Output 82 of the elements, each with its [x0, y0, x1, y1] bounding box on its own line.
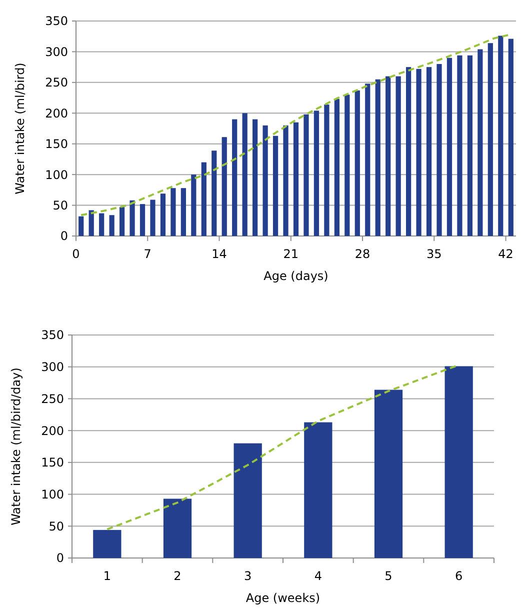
bar — [446, 58, 452, 236]
x-tick-label: 35 — [426, 247, 442, 261]
y-axis-title: Water intake (ml/bird) — [13, 62, 27, 194]
bar — [406, 67, 412, 236]
y-axis-title: Water intake (ml/bird/day) — [9, 368, 23, 526]
bar — [304, 422, 332, 558]
bar — [416, 68, 422, 236]
x-tick-label: 6 — [455, 569, 463, 583]
bar — [180, 188, 186, 236]
bar — [457, 55, 462, 236]
bar — [163, 498, 192, 558]
x-tick-label: 5 — [384, 569, 392, 583]
bar — [344, 94, 350, 236]
bar — [314, 110, 320, 236]
bar — [130, 200, 135, 236]
bar — [242, 113, 248, 236]
bar — [140, 204, 146, 236]
y-tick-label: 200 — [41, 424, 64, 438]
bar — [262, 125, 268, 236]
bar — [222, 137, 227, 236]
y-tick-label: 100 — [41, 487, 64, 502]
y-tick-label: 0 — [56, 551, 64, 566]
x-tick-label: 42 — [498, 247, 514, 261]
x-tick-label: 4 — [314, 569, 322, 583]
bar — [191, 174, 196, 236]
x-tick-label: 2 — [174, 569, 182, 583]
bar — [283, 125, 288, 236]
y-tick-label: 350 — [45, 14, 68, 28]
bar — [324, 104, 330, 236]
x-tick-label: 21 — [283, 247, 299, 261]
bar — [150, 200, 156, 236]
y-tick-label: 200 — [45, 106, 68, 120]
bar — [252, 119, 258, 236]
bar — [109, 215, 114, 236]
bar — [386, 76, 391, 236]
y-tick-label: 0 — [60, 229, 68, 244]
bar — [444, 366, 473, 558]
bar — [334, 99, 340, 236]
x-tick-label: 28 — [354, 247, 370, 261]
bar — [234, 443, 262, 558]
y-tick-label: 300 — [45, 44, 68, 59]
x-tick-label: 3 — [244, 569, 252, 583]
bar — [436, 64, 442, 236]
x-tick-label: 14 — [212, 247, 227, 261]
y-tick-label: 350 — [41, 328, 64, 342]
bar — [88, 210, 94, 236]
bar — [232, 119, 238, 236]
bar — [272, 136, 278, 236]
bar — [426, 67, 432, 236]
x-tick-label: 0 — [72, 247, 80, 261]
bar — [201, 162, 206, 236]
bar — [119, 207, 125, 236]
bar — [99, 213, 104, 236]
bar — [78, 216, 84, 236]
y-tick-label: 150 — [45, 137, 68, 152]
bar — [488, 43, 493, 236]
bar — [365, 84, 370, 236]
bar — [160, 194, 166, 236]
bar — [478, 49, 483, 236]
y-tick-label: 250 — [41, 392, 64, 406]
y-tick-label: 300 — [41, 360, 64, 374]
y-tick-label: 150 — [41, 456, 64, 470]
bar — [93, 530, 122, 558]
bar — [508, 38, 514, 236]
x-tick-label: 1 — [103, 569, 111, 583]
bar — [304, 114, 309, 236]
bar — [467, 55, 473, 236]
y-tick-label: 50 — [48, 519, 64, 534]
y-tick-label: 50 — [52, 198, 68, 212]
x-axis-title: Age (days) — [264, 269, 328, 283]
bar — [374, 390, 403, 558]
y-tick-label: 100 — [45, 168, 68, 182]
bar — [354, 90, 360, 236]
bar — [293, 122, 299, 236]
bar — [212, 150, 217, 236]
bar — [170, 188, 176, 236]
bar — [396, 76, 401, 236]
bar — [375, 79, 380, 236]
x-axis-title: Age (weeks) — [246, 591, 320, 605]
x-tick-label: 7 — [144, 247, 152, 261]
y-tick-label: 250 — [45, 76, 68, 90]
bar — [498, 36, 504, 236]
